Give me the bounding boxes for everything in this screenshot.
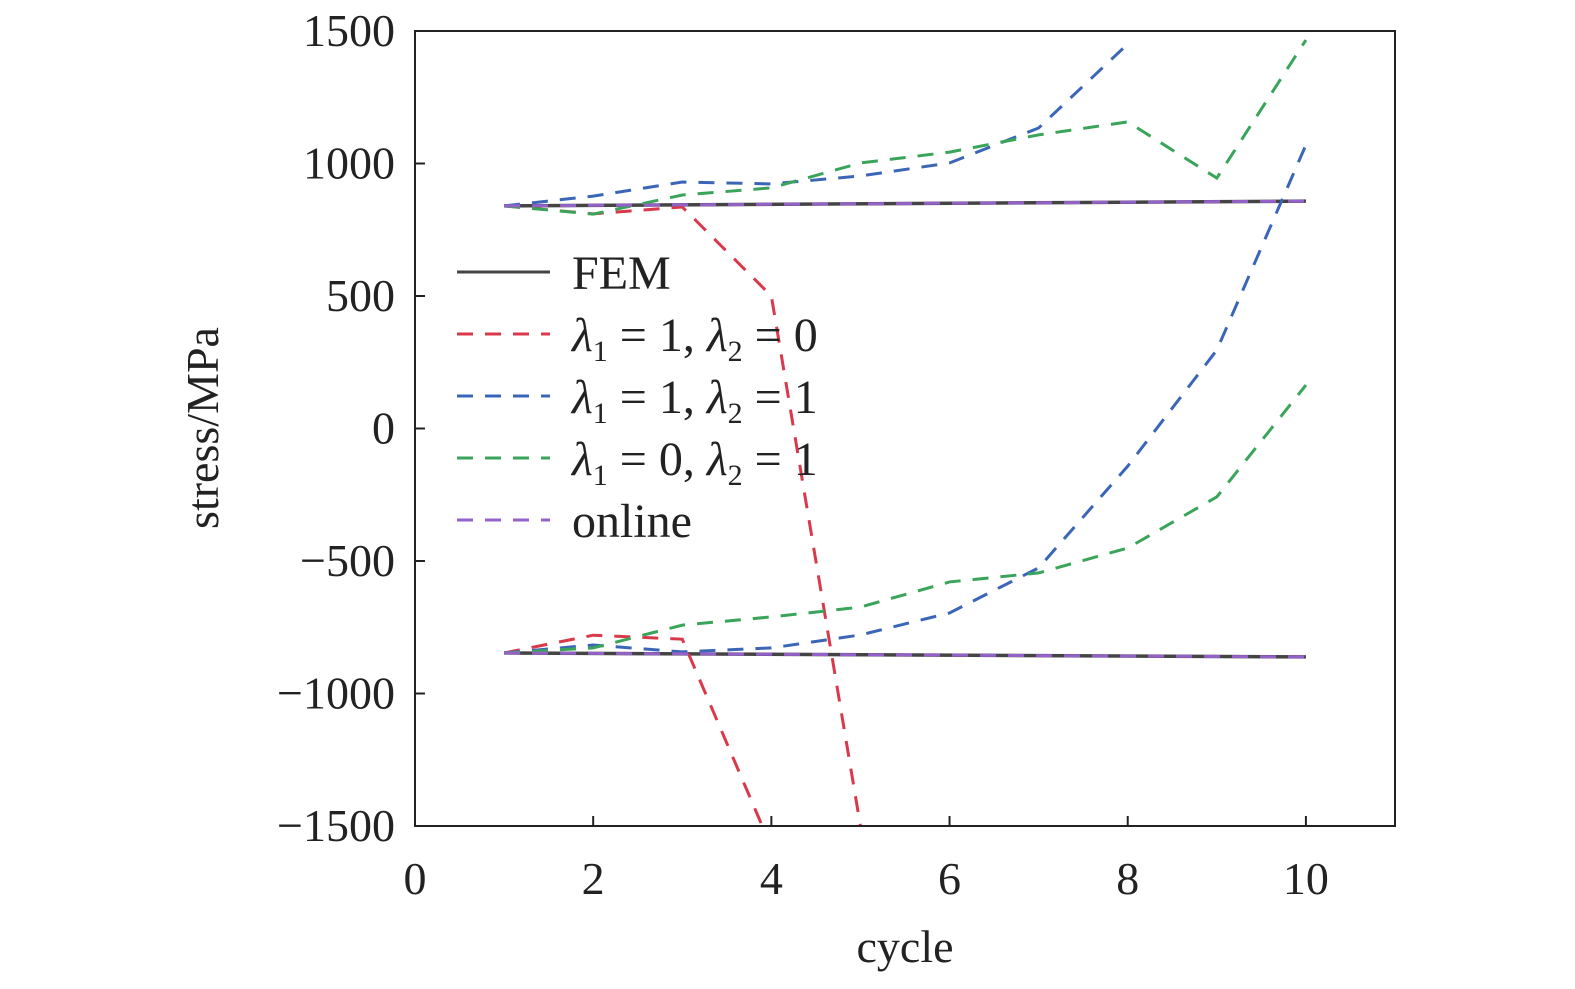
series-line-min	[504, 384, 1308, 655]
x-tick-label: 6	[938, 853, 961, 904]
plot-frame	[414, 30, 1396, 827]
legend-label: λ1 = 1, λ2 = 1	[570, 371, 818, 430]
y-tick-label: 500	[326, 270, 395, 321]
x-tick-label: 0	[404, 853, 427, 904]
ticks: 0 2 4 6 8 10 −1500 −1000 −500 0 500 1000 1500	[277, 5, 1329, 904]
x-tick-label: 8	[1116, 853, 1139, 904]
y-tick-label: 0	[372, 403, 395, 454]
series-4	[504, 199, 1306, 659]
y-tick-label: −1500	[277, 800, 395, 851]
x-axis-label: cycle	[856, 921, 953, 972]
y-axis-label: stress/MPa	[177, 327, 228, 529]
series-line-min	[503, 633, 764, 826]
legend-label: λ1 = 0, λ2 = 1	[570, 433, 818, 492]
x-tick-label: 4	[760, 853, 783, 904]
x-tick-label: 10	[1283, 853, 1329, 904]
y-tick-label: −1000	[277, 668, 395, 719]
series-line-max	[504, 199, 1306, 208]
legend: FEM λ1 = 1, λ2 = 0λ1 = 1, λ2 = 1λ1 = 0, λ…	[457, 247, 818, 548]
y-tick-label: 1000	[303, 138, 395, 189]
y-tick-label: 1500	[303, 5, 395, 56]
series-3	[503, 39, 1308, 655]
series-2	[503, 42, 1308, 655]
series-layer	[503, 39, 1308, 826]
series-line-max	[503, 39, 1308, 216]
y-tick-label: −500	[300, 535, 395, 586]
series-line-max	[503, 42, 1129, 208]
legend-label: online	[572, 495, 692, 548]
series-line-min	[503, 144, 1308, 655]
x-tick-label: 2	[582, 853, 605, 904]
legend-label: λ1 = 1, λ2 = 0	[570, 309, 818, 368]
legend-label: FEM	[572, 247, 671, 300]
series-line-min	[504, 651, 1306, 659]
